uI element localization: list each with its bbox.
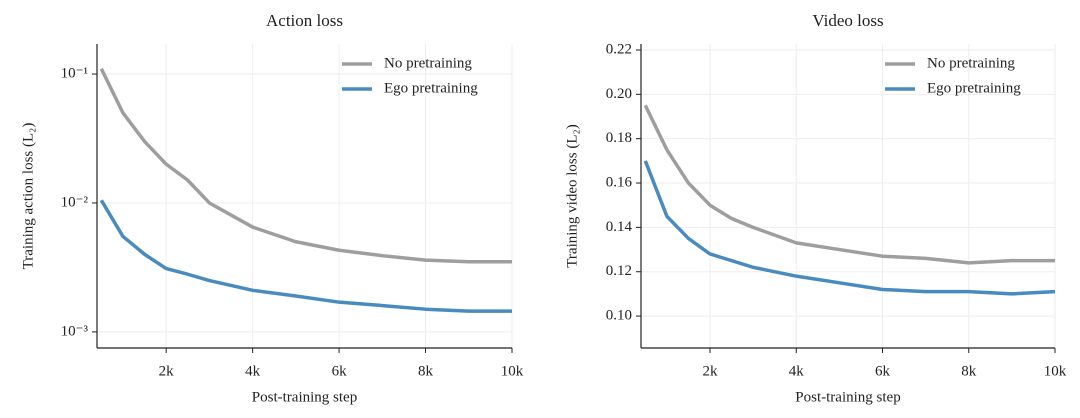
series-line (99, 67, 512, 264)
legend-label: No pretraining (927, 55, 1015, 71)
x-tick-label: 8k (961, 363, 977, 379)
x-tick-label: 6k (332, 363, 348, 379)
x-tick-label: 6k (875, 363, 891, 379)
legend-label: No pretraining (384, 55, 472, 71)
legend-label: Ego pretraining (384, 80, 478, 96)
y-tick-label: 0.18 (606, 130, 632, 146)
x-axis-label: Post-training step (795, 389, 900, 405)
y-tick-label: 0.22 (606, 41, 632, 57)
series-line (643, 160, 1056, 296)
x-axis-label: Post-training step (252, 389, 357, 405)
y-axis-label: Training action loss (L₂) (20, 123, 36, 270)
y-tick-label: 0.20 (606, 86, 632, 102)
y-tick-label: 10⁻³ (61, 323, 89, 339)
legend-label: Ego pretraining (927, 80, 1021, 96)
x-tick-label: 2k (703, 363, 719, 379)
chart-title: Video loss (812, 11, 883, 30)
series-line (99, 199, 512, 313)
y-tick-label: 10⁻¹ (61, 65, 88, 81)
x-tick-label: 10k (1044, 363, 1067, 379)
x-tick-label: 4k (245, 363, 261, 379)
series-line (643, 104, 1055, 265)
y-axis-label: Training video loss (L₂) (564, 124, 580, 267)
y-tick-label: 0.14 (606, 219, 633, 235)
y-tick-label: 0.16 (606, 174, 633, 190)
x-tick-label: 10k (501, 363, 524, 379)
x-tick-label: 8k (418, 363, 434, 379)
chart-title: Action loss (266, 11, 343, 30)
x-tick-label: 2k (159, 363, 175, 379)
y-tick-label: 0.12 (606, 263, 632, 279)
y-tick-label: 0.10 (606, 308, 632, 324)
y-tick-label: 10⁻² (61, 194, 89, 210)
x-tick-label: 4k (789, 363, 805, 379)
